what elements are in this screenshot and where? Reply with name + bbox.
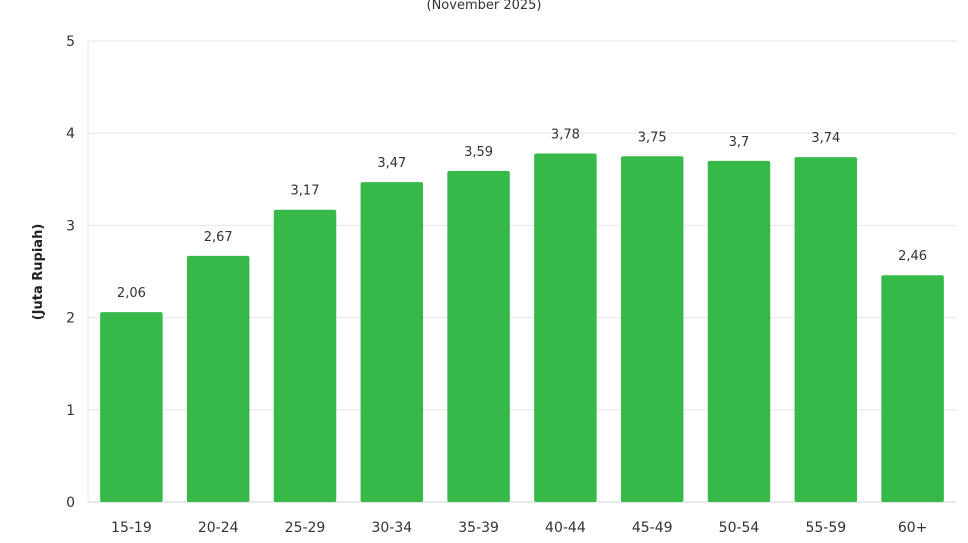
bar-35-39	[447, 171, 510, 502]
bar-60+	[881, 275, 944, 502]
x-tick-label: 20-24	[198, 520, 239, 536]
y-tick-label: 5	[66, 34, 75, 50]
data-label: 3,75	[638, 130, 667, 145]
data-label: 3,74	[811, 131, 840, 146]
bar-55-59	[794, 157, 858, 502]
chart-subtitle: (November 2025)	[427, 0, 542, 13]
bar-40-44	[534, 153, 597, 502]
bar-20-24	[186, 255, 250, 502]
y-tick-label: 0	[66, 495, 75, 511]
y-tick-label: 2	[66, 311, 75, 327]
x-tick-label: 60+	[898, 520, 928, 536]
data-label: 2,06	[117, 286, 146, 301]
bar-25-29	[273, 209, 337, 502]
bar-50-54	[707, 160, 771, 503]
y-tick-label: 3	[66, 218, 75, 234]
data-label: 3,47	[377, 156, 406, 171]
y-tick-label: 1	[66, 403, 75, 419]
y-tick-labels: 0 1 2 3 4 5	[66, 34, 75, 511]
data-label: 3,78	[551, 127, 580, 142]
x-tick-label: 45-49	[632, 520, 673, 536]
x-tick-label: 50-54	[719, 520, 760, 536]
bar-45-49	[620, 156, 684, 502]
x-tick-label: 55-59	[805, 520, 846, 536]
data-label: 3,17	[291, 184, 320, 199]
x-tick-label: 40-44	[545, 520, 586, 536]
data-label: 3,7	[729, 135, 750, 150]
x-tick-label: 30-34	[371, 520, 412, 536]
bar-15-19	[100, 312, 163, 502]
data-label: 3,59	[464, 145, 493, 160]
x-tick-labels: 15-19 20-24 25-29 30-34 35-39 40-44 45-49 50-54…	[111, 520, 927, 536]
y-tick-label: 4	[66, 126, 75, 142]
y-axis-label: (Juta Rupiah)	[31, 224, 46, 321]
x-tick-label: 35-39	[458, 520, 499, 536]
x-tick-label: 25-29	[285, 520, 326, 536]
data-labels: 2,06 2,67 3,17 3,47 3,59 3,78 3,75 3,7 3,74 2,46	[117, 127, 927, 301]
data-label: 2,46	[898, 249, 927, 264]
bar-series	[100, 153, 944, 503]
data-label: 2,67	[204, 230, 233, 245]
bar-30-34	[360, 182, 424, 503]
x-tick-label: 15-19	[111, 520, 152, 536]
